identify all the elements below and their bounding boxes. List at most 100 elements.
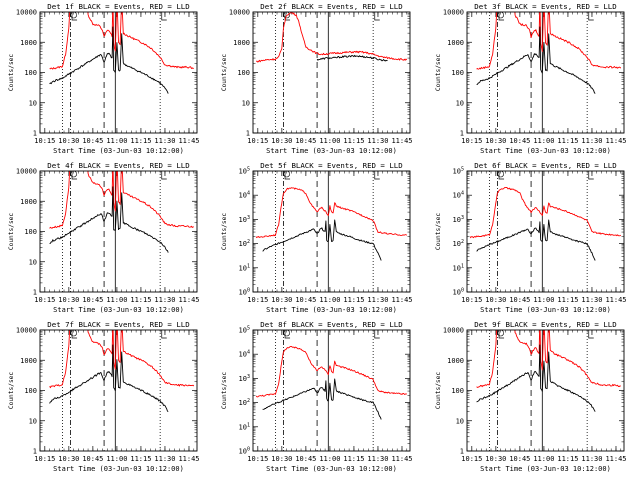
x-tick-label: 10:15	[461, 455, 482, 463]
y-tick-label: 10000	[16, 168, 37, 176]
y-tick-label: 1000	[20, 198, 37, 206]
x-tick-label: 11:45	[178, 137, 199, 145]
attenuator-mark	[498, 171, 505, 180]
y-tick-label: 104	[453, 191, 464, 200]
x-tick-label: 10:15	[247, 296, 268, 304]
y-axis-label: Counts/sec	[8, 213, 15, 251]
x-tick-label: 11:45	[605, 455, 626, 463]
series-line-events	[49, 344, 169, 412]
x-tick-label: 11:00	[319, 296, 340, 304]
panel-title: Det 4f BLACK = Events, RED = LLD	[47, 161, 189, 170]
attenuator-mark	[71, 330, 78, 339]
x-tick-label: 10:45	[295, 455, 316, 463]
y-tick-label: 10	[29, 258, 37, 266]
series-line-lld	[256, 12, 408, 63]
y-axis-label: Counts/sec	[8, 54, 15, 92]
y-tick-label: 1000	[20, 357, 37, 365]
y-tick-label: 10000	[16, 9, 37, 17]
x-axis-label: Start Time (03-Jun-03 10:12:00)	[266, 465, 397, 473]
attenuator-mark	[71, 12, 78, 21]
y-tick-label: 100	[451, 69, 464, 77]
x-tick-label: 11:15	[130, 137, 151, 145]
series-line-events	[262, 378, 382, 420]
plot-frame	[252, 11, 411, 134]
x-tick-label: 10:45	[82, 455, 103, 463]
y-tick-label: 10	[29, 99, 37, 107]
series-layer	[476, 12, 622, 94]
series-line-lld	[49, 171, 194, 229]
series-line-events	[262, 219, 382, 261]
x-axis-label: Start Time (03-Jun-03 10:12:00)	[53, 465, 184, 473]
y-tick-label: 104	[239, 191, 250, 200]
y-axis-label: Counts/sec	[435, 54, 442, 92]
attenuator-mark	[71, 171, 78, 180]
attenuator-mark	[498, 12, 505, 21]
x-axis-label: Start Time (03-Jun-03 10:12:00)	[266, 306, 397, 314]
y-tick-label: 103	[453, 215, 464, 224]
x-tick-label: 11:00	[533, 296, 554, 304]
x-axis-label: Start Time (03-Jun-03 10:12:00)	[53, 306, 184, 314]
plot-frame	[466, 329, 625, 452]
panel-title: Det 2f BLACK = Events, RED = LLD	[260, 2, 402, 11]
detector-panel-4: Det 4f BLACK = Events, RED = LLD Counts/s…	[8, 161, 200, 314]
series-layer	[255, 187, 408, 261]
series-line-events	[476, 344, 596, 412]
y-tick-label: 1	[33, 130, 37, 138]
x-tick-label: 11:15	[557, 296, 578, 304]
x-tick-label: 10:15	[34, 455, 55, 463]
x-tick-label: 11:45	[605, 137, 626, 145]
detector-panel-9: Det 9f BLACK = Events, RED = LLD Counts/s…	[435, 320, 627, 473]
detector-panel-1: Det 1f BLACK = Events, RED = LLD Counts/s…	[8, 2, 200, 155]
y-tick-label: 102	[239, 239, 250, 248]
x-tick-label: 11:45	[391, 455, 412, 463]
y-tick-label: 10000	[16, 327, 37, 335]
y-tick-label: 101	[239, 263, 250, 272]
series-line-lld	[49, 12, 195, 70]
x-tick-label: 11:00	[533, 137, 554, 145]
series-line-events	[49, 186, 169, 253]
y-tick-label: 1000	[447, 357, 464, 365]
x-tick-label: 11:30	[581, 296, 602, 304]
y-axis-label: Counts/sec	[435, 372, 442, 410]
x-tick-label: 10:30	[271, 137, 292, 145]
x-tick-label: 11:00	[106, 455, 127, 463]
plot-frame	[39, 170, 198, 293]
y-tick-label: 10000	[443, 327, 464, 335]
series-line-events	[476, 26, 596, 94]
detector-panel-2: Det 2f BLACK = Events, RED = LLD Counts/s…	[221, 2, 413, 155]
x-tick-label: 10:45	[509, 296, 530, 304]
y-tick-label: 102	[453, 239, 464, 248]
panel-title: Det 3f BLACK = Events, RED = LLD	[474, 2, 616, 11]
y-tick-label: 100	[24, 228, 37, 236]
y-tick-label: 100	[237, 69, 250, 77]
x-axis-label: Start Time (03-Jun-03 10:12:00)	[266, 147, 397, 155]
detector-panel-3: Det 3f BLACK = Events, RED = LLD Counts/s…	[435, 2, 627, 155]
attenuator-mark	[588, 330, 594, 339]
x-tick-label: 10:30	[58, 296, 79, 304]
x-tick-label: 11:15	[343, 137, 364, 145]
panel-title: Det 8f BLACK = Events, RED = LLD	[260, 320, 402, 329]
y-tick-label: 105	[239, 326, 250, 335]
x-tick-label: 11:45	[605, 296, 626, 304]
y-tick-label: 100	[453, 288, 464, 297]
detector-panel-5: Det 5f BLACK = Events, RED = LLD Counts/s…	[221, 161, 413, 314]
y-tick-label: 104	[239, 350, 250, 359]
series-layer	[469, 187, 622, 261]
x-tick-label: 11:45	[178, 455, 199, 463]
y-tick-label: 10000	[229, 9, 250, 17]
series-line-events	[476, 219, 596, 261]
x-tick-label: 11:45	[178, 296, 199, 304]
x-tick-label: 11:00	[319, 137, 340, 145]
x-tick-label: 10:45	[509, 137, 530, 145]
y-tick-label: 100	[451, 387, 464, 395]
series-layer	[476, 330, 621, 412]
y-tick-label: 1	[33, 448, 37, 456]
y-tick-label: 103	[239, 215, 250, 224]
x-tick-label: 10:30	[58, 137, 79, 145]
attenuator-mark	[374, 330, 380, 339]
y-tick-label: 101	[239, 422, 250, 431]
series-layer	[49, 330, 195, 412]
attenuator-mark	[588, 171, 594, 180]
y-tick-label: 100	[24, 387, 37, 395]
